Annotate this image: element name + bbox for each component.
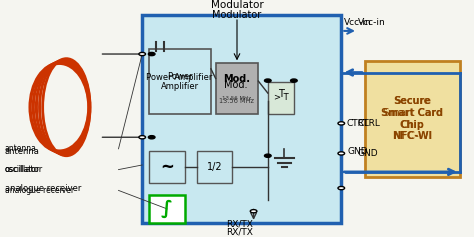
- Circle shape: [139, 52, 146, 56]
- Text: Power Amplifier: Power Amplifier: [146, 73, 212, 82]
- Circle shape: [338, 122, 345, 125]
- FancyBboxPatch shape: [268, 82, 294, 114]
- Text: Modulator: Modulator: [212, 10, 262, 20]
- Text: 13.56 MHz: 13.56 MHz: [222, 96, 252, 101]
- Text: analogue receiver: analogue receiver: [5, 184, 81, 193]
- Text: Vcc-in: Vcc-in: [344, 18, 372, 27]
- Text: Modulator: Modulator: [210, 0, 264, 10]
- Text: oscillator: oscillator: [5, 165, 43, 174]
- Text: Mod.: Mod.: [224, 80, 248, 90]
- Text: ~: ~: [160, 158, 174, 176]
- Circle shape: [139, 136, 146, 139]
- Text: T: T: [278, 90, 283, 100]
- Circle shape: [250, 210, 257, 213]
- Text: Vcc-in: Vcc-in: [358, 18, 386, 27]
- Text: CTRL: CTRL: [358, 119, 381, 128]
- Text: GND: GND: [358, 149, 379, 158]
- Text: antenna: antenna: [5, 147, 40, 156]
- Text: RX/TX: RX/TX: [226, 228, 253, 237]
- Text: GND: GND: [347, 147, 368, 156]
- Circle shape: [264, 154, 271, 157]
- Text: oscillator: oscillator: [5, 165, 40, 174]
- FancyBboxPatch shape: [197, 151, 232, 183]
- FancyBboxPatch shape: [149, 151, 185, 183]
- Text: CTRL: CTRL: [346, 119, 369, 128]
- Text: antenna: antenna: [5, 144, 36, 153]
- Circle shape: [338, 152, 345, 155]
- Circle shape: [264, 79, 271, 82]
- Circle shape: [148, 136, 155, 139]
- Text: > T: > T: [273, 93, 288, 102]
- FancyBboxPatch shape: [365, 61, 460, 177]
- Text: ∫: ∫: [161, 199, 173, 219]
- Circle shape: [291, 79, 297, 82]
- Circle shape: [148, 52, 155, 56]
- Text: Power
Amplifier: Power Amplifier: [161, 72, 199, 91]
- Text: 13.56 MHz: 13.56 MHz: [219, 98, 254, 105]
- Text: RX/TX: RX/TX: [226, 219, 253, 228]
- FancyBboxPatch shape: [149, 195, 185, 223]
- Text: Secure
Smart Card
Chip
NFC-WI: Secure Smart Card Chip NFC-WI: [381, 96, 444, 141]
- Circle shape: [338, 187, 345, 190]
- FancyBboxPatch shape: [216, 63, 258, 114]
- FancyBboxPatch shape: [149, 49, 211, 114]
- FancyBboxPatch shape: [142, 15, 341, 223]
- Text: Mod.: Mod.: [224, 73, 250, 83]
- Text: Secure
Smart Card
Chip
NFC-WI: Secure Smart Card Chip NFC-WI: [383, 96, 442, 141]
- Text: 1/2: 1/2: [207, 162, 222, 172]
- Text: analogue receiver: analogue receiver: [5, 186, 74, 195]
